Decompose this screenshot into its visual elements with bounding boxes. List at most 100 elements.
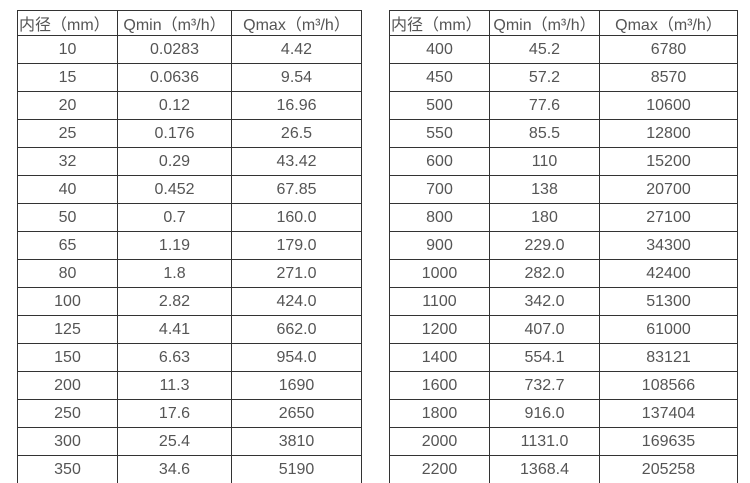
diameter-cell: 400 [389, 35, 490, 64]
qmax-cell: 179.0 [231, 231, 362, 260]
qmax-cell: 9.54 [231, 63, 362, 92]
table-body: 10 0.0283 4.42 15 0.0636 9.54 20 0.12 16.96 25 0.1… [17, 35, 362, 483]
table-row: 800 180 27100 [389, 203, 738, 232]
table-header: 内径（mm） Qmin（m³/h） Qmax（m³/h） [17, 10, 362, 36]
qmin-cell: 0.7 [117, 203, 232, 232]
diameter-cell: 350 [17, 455, 118, 483]
header-row: 内径（mm） Qmin（m³/h） Qmax（m³/h） [389, 10, 738, 36]
diameter-cell: 80 [17, 259, 118, 288]
qmax-cell: 169635 [599, 427, 738, 456]
diameter-cell: 125 [17, 315, 118, 344]
table-row: 40 0.452 67.85 [17, 175, 362, 204]
diameter-cell: 450 [389, 63, 490, 92]
qmax-cell: 8570 [599, 63, 738, 92]
table-row: 20 0.12 16.96 [17, 91, 362, 120]
qmax-cell: 26.5 [231, 119, 362, 148]
qmin-cell: 45.2 [489, 35, 600, 64]
table-body: 400 45.2 6780 450 57.2 8570 500 77.6 10600 550 85.… [389, 35, 738, 483]
diameter-cell: 40 [17, 175, 118, 204]
qmax-cell: 34300 [599, 231, 738, 260]
diameter-cell: 1000 [389, 259, 490, 288]
header-qmax: Qmax（m³/h） [231, 10, 362, 36]
table-row: 2200 1368.4 205258 [389, 455, 738, 483]
table-row: 1600 732.7 108566 [389, 371, 738, 400]
qmax-cell: 61000 [599, 315, 738, 344]
diameter-cell: 2200 [389, 455, 490, 483]
qmin-cell: 4.41 [117, 315, 232, 344]
qmin-cell: 0.12 [117, 91, 232, 120]
qmax-cell: 27100 [599, 203, 738, 232]
qmin-cell: 34.6 [117, 455, 232, 483]
qmin-cell: 6.63 [117, 343, 232, 372]
qmax-cell: 6780 [599, 35, 738, 64]
diameter-cell: 300 [17, 427, 118, 456]
qmin-cell: 342.0 [489, 287, 600, 316]
table-row: 2000 1131.0 169635 [389, 427, 738, 456]
table-row: 65 1.19 179.0 [17, 231, 362, 260]
table-row: 400 45.2 6780 [389, 35, 738, 64]
qmax-cell: 662.0 [231, 315, 362, 344]
qmin-cell: 916.0 [489, 399, 600, 428]
table-row: 550 85.5 12800 [389, 119, 738, 148]
qmin-cell: 85.5 [489, 119, 600, 148]
diameter-cell: 65 [17, 231, 118, 260]
diameter-cell: 900 [389, 231, 490, 260]
diameter-cell: 250 [17, 399, 118, 428]
qmax-cell: 43.42 [231, 147, 362, 176]
qmax-cell: 3810 [231, 427, 362, 456]
qmax-cell: 160.0 [231, 203, 362, 232]
table-row: 15 0.0636 9.54 [17, 63, 362, 92]
qmax-cell: 20700 [599, 175, 738, 204]
diameter-cell: 2000 [389, 427, 490, 456]
diameter-cell: 600 [389, 147, 490, 176]
table-row: 50 0.7 160.0 [17, 203, 362, 232]
diameter-cell: 500 [389, 91, 490, 120]
diameter-cell: 700 [389, 175, 490, 204]
table-row: 1100 342.0 51300 [389, 287, 738, 316]
table-row: 200 11.3 1690 [17, 371, 362, 400]
qmin-cell: 138 [489, 175, 600, 204]
qmin-cell: 0.0636 [117, 63, 232, 92]
qmax-cell: 1690 [231, 371, 362, 400]
qmin-cell: 2.82 [117, 287, 232, 316]
table-row: 450 57.2 8570 [389, 63, 738, 92]
qmin-cell: 0.176 [117, 119, 232, 148]
qmin-cell: 0.29 [117, 147, 232, 176]
qmax-cell: 137404 [599, 399, 738, 428]
table-row: 150 6.63 954.0 [17, 343, 362, 372]
diameter-cell: 550 [389, 119, 490, 148]
table-row: 25 0.176 26.5 [17, 119, 362, 148]
diameter-cell: 1600 [389, 371, 490, 400]
qmax-cell: 205258 [599, 455, 738, 483]
qmin-cell: 407.0 [489, 315, 600, 344]
diameter-cell: 15 [17, 63, 118, 92]
qmax-cell: 5190 [231, 455, 362, 483]
qmin-cell: 180 [489, 203, 600, 232]
qmin-cell: 1.8 [117, 259, 232, 288]
header-qmax: Qmax（m³/h） [599, 10, 738, 36]
qmax-cell: 424.0 [231, 287, 362, 316]
qmax-cell: 67.85 [231, 175, 362, 204]
table-row: 80 1.8 271.0 [17, 259, 362, 288]
qmax-cell: 4.42 [231, 35, 362, 64]
qmax-cell: 15200 [599, 147, 738, 176]
table-row: 900 229.0 34300 [389, 231, 738, 260]
qmax-cell: 10600 [599, 91, 738, 120]
diameter-cell: 1800 [389, 399, 490, 428]
header-inner-diameter: 内径（mm） [389, 10, 490, 36]
diameter-cell: 800 [389, 203, 490, 232]
qmin-cell: 282.0 [489, 259, 600, 288]
table-row: 1200 407.0 61000 [389, 315, 738, 344]
diameter-cell: 20 [17, 91, 118, 120]
qmin-cell: 57.2 [489, 63, 600, 92]
qmin-cell: 1131.0 [489, 427, 600, 456]
header-qmin: Qmin（m³/h） [117, 10, 232, 36]
header-inner-diameter: 内径（mm） [17, 10, 118, 36]
diameter-cell: 1100 [389, 287, 490, 316]
diameter-cell: 1200 [389, 315, 490, 344]
diameter-cell: 200 [17, 371, 118, 400]
table-row: 1000 282.0 42400 [389, 259, 738, 288]
table-row: 10 0.0283 4.42 [17, 35, 362, 64]
qmin-cell: 0.0283 [117, 35, 232, 64]
